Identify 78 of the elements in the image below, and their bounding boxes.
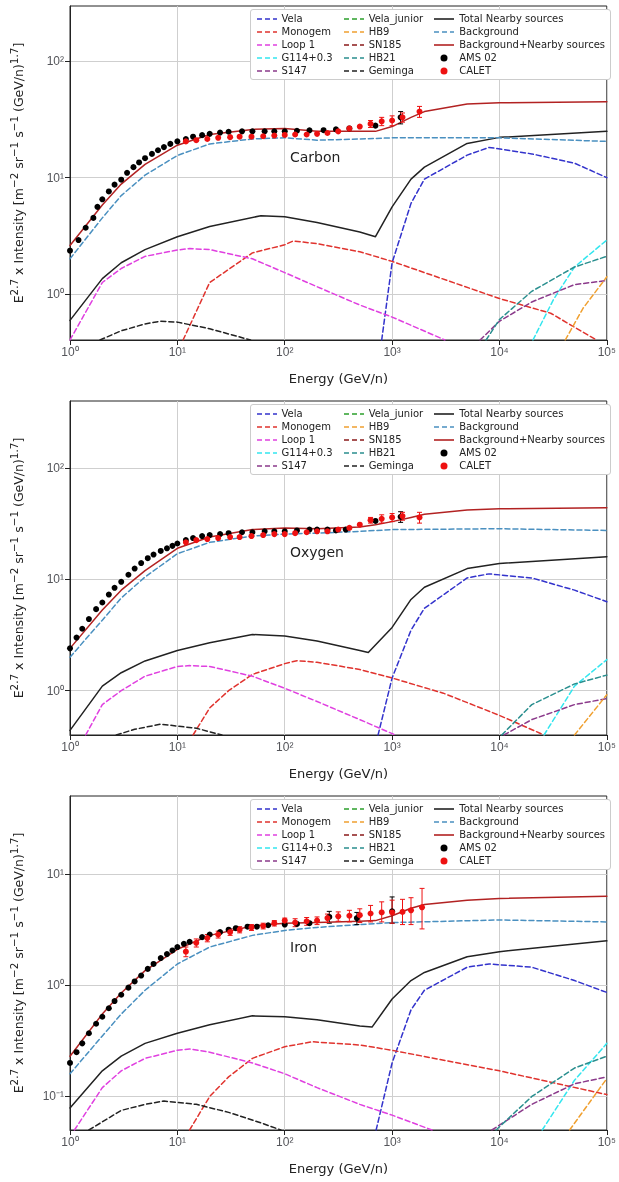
x-tick-label: 10⁴ [490, 740, 509, 754]
legend-label: Background+Nearby sources [459, 434, 605, 445]
x-tick-label: 10⁵ [597, 740, 617, 754]
annotation: Carbon [290, 149, 341, 165]
y-tick-label: 10¹ [46, 866, 64, 881]
y-tick-label: 10¹ [46, 572, 64, 587]
legend-label: HB9 [368, 26, 390, 37]
legend-label: CALET [459, 855, 492, 866]
legend-label: HB9 [368, 421, 390, 432]
x-tick-label: 10¹ [168, 1135, 187, 1149]
legend-label: Vela_junior [368, 803, 424, 814]
legend-label: Total Nearby sources [459, 13, 564, 24]
legend-label: Geminga [368, 855, 414, 866]
legend-label: Total Nearby sources [459, 803, 564, 814]
legend-label: Background [459, 421, 519, 432]
legend-label: Vela_junior [368, 13, 424, 24]
legend-label: AMS 02 [459, 52, 497, 63]
y-tick-label: 10⁻¹ [42, 1089, 64, 1104]
x-tick-label: 10⁰ [61, 1135, 79, 1149]
x-tick-label: 10³ [383, 345, 401, 359]
y-tick-label: 10⁰ [46, 286, 64, 301]
legend-label: Geminga [368, 460, 414, 471]
legend-label: SN185 [368, 39, 402, 50]
x-tick-label: 10³ [383, 1135, 401, 1149]
legend-label: SN185 [368, 434, 402, 445]
legend-label: G114+0.3 [281, 447, 333, 458]
legend-label: Vela_junior [368, 408, 424, 419]
legend-label: Monogem [281, 26, 331, 37]
legend-label: Background+Nearby sources [459, 829, 605, 840]
x-tick-label: 10² [276, 1135, 294, 1149]
legend-label: Loop 1 [281, 39, 316, 50]
x-tick-label: 10⁴ [490, 1135, 509, 1149]
y-tick-label: 10² [46, 54, 64, 69]
x-tick-label: 10⁰ [61, 740, 79, 754]
legend-label: Monogem [281, 816, 331, 827]
y-tick-label: 10¹ [46, 170, 64, 185]
legend-label: Vela [281, 408, 303, 419]
y-tick-label: 10² [46, 461, 64, 476]
x-tick-label: 10⁰ [61, 345, 79, 359]
legend-label: Total Nearby sources [459, 408, 564, 419]
legend-label: HB21 [368, 842, 396, 853]
x-tick-label: 10² [276, 345, 294, 359]
x-tick-label: 10⁴ [490, 345, 509, 359]
x-tick-label: 10⁵ [597, 1135, 617, 1149]
x-axis-title: Energy (GeV/n) [288, 766, 389, 781]
legend-label: G114+0.3 [281, 842, 333, 853]
legend-label: AMS 02 [459, 842, 497, 853]
legend-label: SN185 [368, 829, 402, 840]
legend-label: S147 [281, 65, 307, 76]
x-tick-label: 10¹ [168, 740, 187, 754]
x-tick-label: 10¹ [168, 345, 187, 359]
legend-label: Loop 1 [281, 434, 316, 445]
x-tick-label: 10³ [383, 740, 401, 754]
legend-label: Vela [281, 13, 303, 24]
annotation: Iron [290, 939, 318, 955]
y-tick-label: 10⁰ [46, 683, 64, 698]
legend-label: G114+0.3 [281, 52, 333, 63]
legend-label: Geminga [368, 65, 414, 76]
legend-label: S147 [281, 855, 307, 866]
legend-label: AMS 02 [459, 447, 497, 458]
legend-label: Loop 1 [281, 829, 316, 840]
legend-label: Background [459, 26, 519, 37]
x-axis-title: Energy (GeV/n) [288, 371, 389, 386]
annotation: Oxygen [290, 544, 344, 560]
legend-label: Background [459, 816, 519, 827]
legend-label: HB21 [368, 52, 396, 63]
x-tick-label: 10⁵ [597, 345, 617, 359]
x-tick-label: 10² [276, 740, 294, 754]
legend-label: S147 [281, 460, 307, 471]
legend-label: CALET [459, 460, 492, 471]
legend-label: HB9 [368, 816, 390, 827]
x-axis-title: Energy (GeV/n) [288, 1161, 389, 1176]
y-tick-label: 10⁰ [46, 978, 64, 993]
legend-label: HB21 [368, 447, 396, 458]
legend-label: Vela [281, 803, 303, 814]
legend-label: Monogem [281, 421, 331, 432]
legend-label: CALET [459, 65, 492, 76]
legend-label: Background+Nearby sources [459, 39, 605, 50]
